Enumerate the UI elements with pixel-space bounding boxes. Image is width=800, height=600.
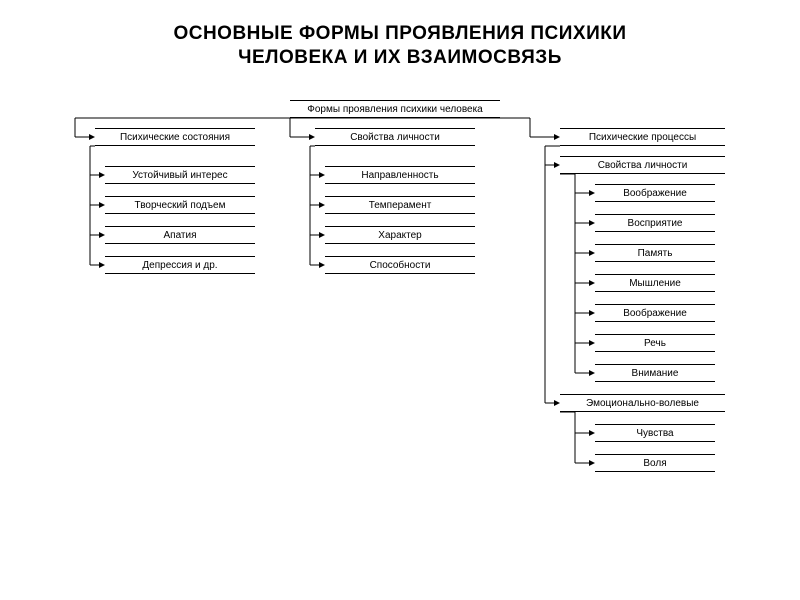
node-c3g: Внимание	[595, 364, 715, 382]
node-c1b: Творческий подъем	[105, 196, 255, 214]
node-c3b: Восприятие	[595, 214, 715, 232]
node-c1a: Устойчивый интерес	[105, 166, 255, 184]
node-c3c: Память	[595, 244, 715, 262]
node-c2b: Темперамент	[325, 196, 475, 214]
node-c3d: Мышление	[595, 274, 715, 292]
node-c3f: Речь	[595, 334, 715, 352]
node-c1: Психические состояния	[95, 128, 255, 146]
node-c2a: Направленность	[325, 166, 475, 184]
node-c3: Психические процессы	[560, 128, 725, 146]
title-line-1: ОСНОВНЫЕ ФОРМЫ ПРОЯВЛЕНИЯ ПСИХИКИ	[0, 22, 800, 46]
node-c2: Свойства личности	[315, 128, 475, 146]
node-c2d: Способности	[325, 256, 475, 274]
page-title: ОСНОВНЫЕ ФОРМЫ ПРОЯВЛЕНИЯ ПСИХИКИ ЧЕЛОВЕ…	[0, 0, 800, 70]
node-c1d: Депрессия и др.	[105, 256, 255, 274]
node-c3s2: Эмоционально-волевые	[560, 394, 725, 412]
node-c1c: Апатия	[105, 226, 255, 244]
node-c3h: Чувства	[595, 424, 715, 442]
node-c2c: Характер	[325, 226, 475, 244]
node-root: Формы проявления психики человека	[290, 100, 500, 118]
diagram-connectors	[0, 0, 800, 600]
node-c3e: Воображение	[595, 304, 715, 322]
node-c3a: Воображение	[595, 184, 715, 202]
node-c3i: Воля	[595, 454, 715, 472]
title-line-2: ЧЕЛОВЕКА И ИХ ВЗАИМОСВЯЗЬ	[0, 46, 800, 70]
node-c3s1: Свойства личности	[560, 156, 725, 174]
